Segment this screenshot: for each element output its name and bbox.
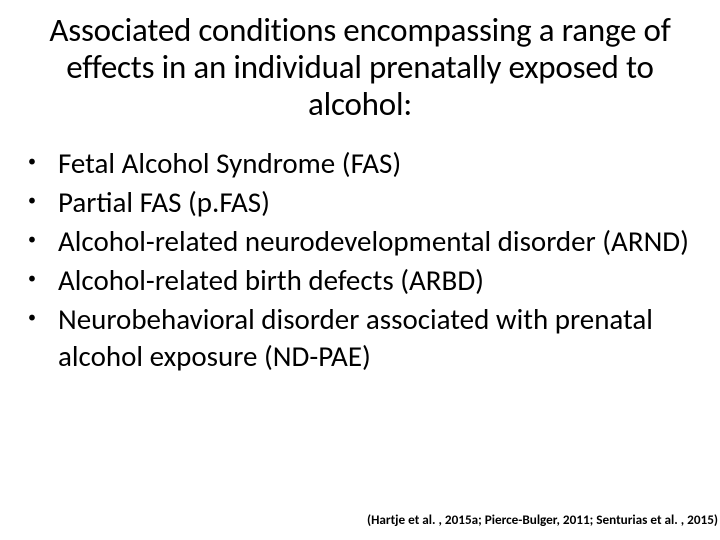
citation-text: (Hartje et al. , 2015a; Pierce-Bulger, 2… bbox=[367, 511, 718, 528]
list-item: Alcohol-related neurodevelopmental disor… bbox=[48, 223, 706, 260]
bullet-list: Fetal Alcohol Syndrome (FAS) Partial FAS… bbox=[14, 145, 706, 376]
slide-title: Associated conditions encompassing a ran… bbox=[14, 12, 706, 123]
list-item: Alcohol-related birth defects (ARBD) bbox=[48, 262, 706, 299]
list-item: Neurobehavioral disorder associated with… bbox=[48, 301, 706, 375]
slide: Associated conditions encompassing a ran… bbox=[0, 0, 720, 540]
list-item: Partial FAS (p.FAS) bbox=[48, 184, 706, 221]
list-item: Fetal Alcohol Syndrome (FAS) bbox=[48, 145, 706, 182]
